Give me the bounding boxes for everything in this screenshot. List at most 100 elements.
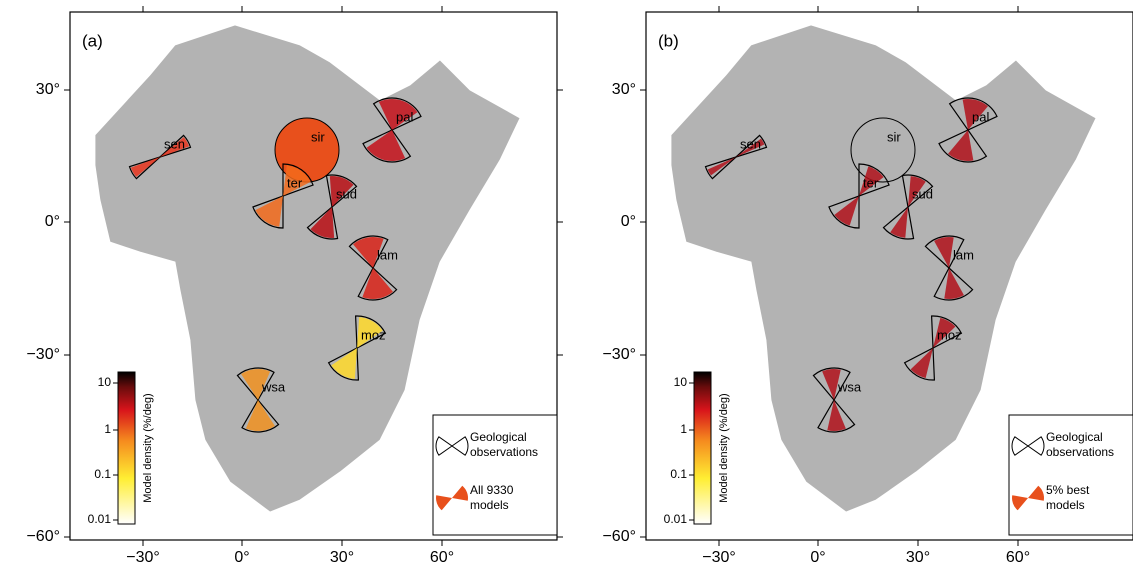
model-fan — [274, 117, 340, 183]
site-glyph: pal — [362, 97, 422, 163]
site-label: ter — [287, 175, 303, 190]
model-fan — [362, 268, 393, 300]
colorbar-title: Model density (%/deg) — [718, 393, 730, 502]
model-fan — [822, 369, 841, 400]
site-glyph: moz — [903, 315, 963, 381]
legend-box — [432, 414, 558, 536]
site-glyph: ter — [252, 163, 314, 229]
legend-text: Geological — [1046, 430, 1103, 444]
site-glyph: ter — [828, 163, 890, 229]
observation-wedge — [241, 398, 280, 433]
site-glyph: sud — [306, 174, 358, 240]
observation-wedge — [812, 367, 851, 402]
model-fan — [850, 117, 916, 183]
legend-text: 5% best — [1046, 483, 1090, 497]
site-label: moz — [937, 327, 962, 342]
model-fan — [329, 176, 354, 207]
observation-wedge — [348, 235, 389, 269]
observation-wedge — [924, 235, 965, 269]
colorbar — [117, 371, 136, 525]
model-fan — [255, 196, 283, 227]
legend-model — [1012, 495, 1028, 511]
site-glyph: lam — [924, 235, 974, 301]
colorbar-tick-label: 0.01 — [88, 512, 112, 526]
observation-wedge — [901, 174, 934, 209]
observation-wedge — [817, 398, 856, 433]
site-glyph: wsa — [812, 367, 862, 433]
legend-model — [1028, 485, 1044, 501]
model-fan — [859, 166, 884, 196]
model-fan — [310, 207, 335, 238]
model-fan — [944, 268, 964, 299]
site-label: sir — [887, 129, 901, 144]
y-tick-label: 30° — [612, 81, 636, 98]
model-fan — [378, 99, 418, 130]
panel-label: (b) — [658, 31, 679, 50]
observation-wedge — [362, 129, 412, 163]
panel-label: (a) — [82, 31, 103, 50]
x-tick-label: −30° — [702, 549, 736, 566]
land — [94, 24, 521, 513]
observation-wedge — [306, 205, 339, 240]
site-label: sen — [164, 136, 185, 151]
model-fan — [357, 317, 383, 348]
observation-wedge — [858, 163, 890, 197]
legend-observation — [1027, 436, 1045, 456]
site-label: sen — [740, 136, 761, 151]
site-label: wsa — [261, 379, 286, 394]
observation-wedge — [159, 134, 192, 158]
colorbar-tick-label: 0.1 — [94, 467, 111, 481]
site-glyph: sir — [274, 117, 340, 183]
observation-wedge — [948, 97, 998, 131]
site-glyph: sir — [850, 117, 916, 183]
site-label: pal — [396, 109, 413, 124]
model-fan — [934, 237, 954, 268]
site-glyph: sud — [882, 174, 934, 240]
map-frame — [645, 11, 1133, 541]
x-tick-label: 30° — [906, 549, 930, 566]
y-tick-label: 0° — [45, 213, 60, 230]
y-tick-label: 0° — [621, 213, 636, 230]
observation-wedge — [236, 367, 275, 402]
model-fan — [827, 400, 846, 431]
legend-text: models — [470, 498, 509, 512]
site-label: lam — [953, 247, 974, 262]
legend-text: models — [1046, 498, 1085, 512]
site-glyph: sen — [128, 134, 192, 180]
observation-wedge — [128, 156, 161, 180]
site-label: pal — [972, 109, 989, 124]
model-fan — [834, 196, 859, 226]
site-glyph: lam — [348, 235, 398, 301]
site-label: lam — [377, 247, 398, 262]
observation-wedge — [282, 163, 314, 197]
site-label: wsa — [837, 379, 862, 394]
observation-wedge — [938, 129, 988, 163]
site-label: moz — [361, 327, 386, 342]
legend-model — [452, 485, 468, 501]
model-fan — [130, 157, 160, 177]
model-fan — [736, 138, 765, 157]
observation-wedge — [327, 347, 360, 381]
site-label: sir — [311, 129, 325, 144]
colorbar-tick-label: 10 — [98, 375, 112, 389]
x-tick-label: 0° — [810, 549, 825, 566]
colorbar-tick-label: 1 — [680, 422, 687, 436]
site-glyph: pal — [938, 97, 998, 163]
x-tick-label: 30° — [330, 549, 354, 566]
model-fan — [283, 165, 311, 196]
model-fan — [331, 348, 357, 379]
legend-text: observations — [470, 445, 538, 459]
colorbar — [693, 371, 712, 525]
y-tick-label: −30° — [26, 346, 60, 363]
x-tick-label: 60° — [430, 549, 454, 566]
model-fan — [890, 207, 908, 238]
colorbar-tick-label: 10 — [674, 375, 688, 389]
model-fan — [948, 130, 974, 161]
colorbar-tick-label: 1 — [104, 422, 111, 436]
x-tick-label: −30° — [126, 549, 160, 566]
observation-wedge — [933, 267, 974, 301]
observation-wedge — [704, 156, 737, 180]
observation-wedge — [828, 195, 860, 229]
y-tick-label: 30° — [36, 81, 60, 98]
model-fan — [241, 369, 271, 400]
